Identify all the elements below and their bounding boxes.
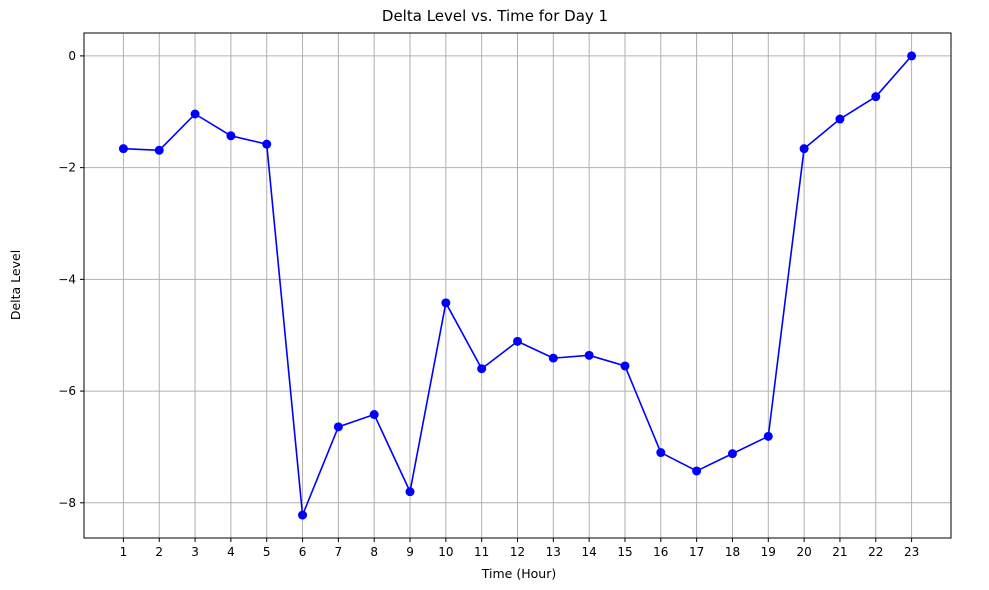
x-tick-label: 4 <box>227 545 235 559</box>
x-tick-label: 11 <box>474 545 489 559</box>
x-tick-label: 22 <box>868 545 883 559</box>
data-point-marker <box>333 422 343 432</box>
data-point-marker <box>298 510 308 520</box>
data-point-marker <box>692 466 702 476</box>
y-tick-label: −8 <box>58 496 76 510</box>
x-tick-label: 23 <box>904 545 919 559</box>
x-tick-label: 21 <box>832 545 847 559</box>
x-tick-label: 13 <box>546 545 561 559</box>
x-tick-label: 5 <box>263 545 271 559</box>
y-axis-ticks: 0 −2 −4 −6 −8 <box>58 49 84 510</box>
data-point-marker <box>763 431 773 441</box>
chart-title: Delta Level vs. Time for Day 1 <box>382 7 608 25</box>
data-point-marker <box>799 144 809 154</box>
x-tick-label: 19 <box>761 545 776 559</box>
x-tick-label: 14 <box>582 545 597 559</box>
data-point-marker <box>907 51 917 61</box>
data-point-marker <box>441 298 451 308</box>
x-tick-label: 7 <box>335 545 343 559</box>
x-tick-label: 15 <box>617 545 632 559</box>
y-tick-label: −4 <box>58 272 76 286</box>
data-point-marker <box>513 336 522 346</box>
x-tick-label: 6 <box>299 545 307 559</box>
x-tick-label: 16 <box>653 545 668 559</box>
grid <box>84 33 951 538</box>
x-tick-label: 17 <box>689 545 704 559</box>
x-tick-label: 18 <box>725 545 740 559</box>
data-point-marker <box>226 131 236 141</box>
data-point-marker <box>154 145 164 155</box>
y-tick-label: −6 <box>58 384 76 398</box>
y-tick-label: 0 <box>68 49 76 63</box>
x-tick-label: 9 <box>406 545 414 559</box>
x-axis-ticks: 1 2 3 4 5 6 7 8 9 10 11 12 13 14 15 16 17 18 19 20 21 22 23 <box>120 538 919 559</box>
data-point-marker <box>118 144 128 154</box>
series-markers <box>118 51 917 520</box>
data-point-marker <box>477 364 487 374</box>
data-point-marker <box>548 353 558 363</box>
x-tick-label: 20 <box>796 545 811 559</box>
data-point-marker <box>584 350 594 360</box>
data-point-marker <box>369 410 379 420</box>
x-tick-label: 2 <box>155 545 163 559</box>
data-point-marker <box>190 109 200 119</box>
x-tick-label: 10 <box>438 545 453 559</box>
data-point-marker <box>835 114 845 124</box>
x-axis-label: Time (Hour) <box>481 566 556 581</box>
data-point-marker <box>656 448 666 458</box>
y-tick-label: −2 <box>58 161 76 175</box>
data-point-marker <box>727 449 737 459</box>
data-point-marker <box>262 139 272 149</box>
x-tick-label: 1 <box>120 545 128 559</box>
x-tick-label: 12 <box>510 545 525 559</box>
data-point-marker <box>871 92 881 102</box>
x-tick-label: 8 <box>370 545 378 559</box>
x-tick-label: 3 <box>191 545 199 559</box>
data-point-marker <box>620 361 630 371</box>
data-point-marker <box>405 487 415 497</box>
y-axis-label: Delta Level <box>8 250 23 320</box>
